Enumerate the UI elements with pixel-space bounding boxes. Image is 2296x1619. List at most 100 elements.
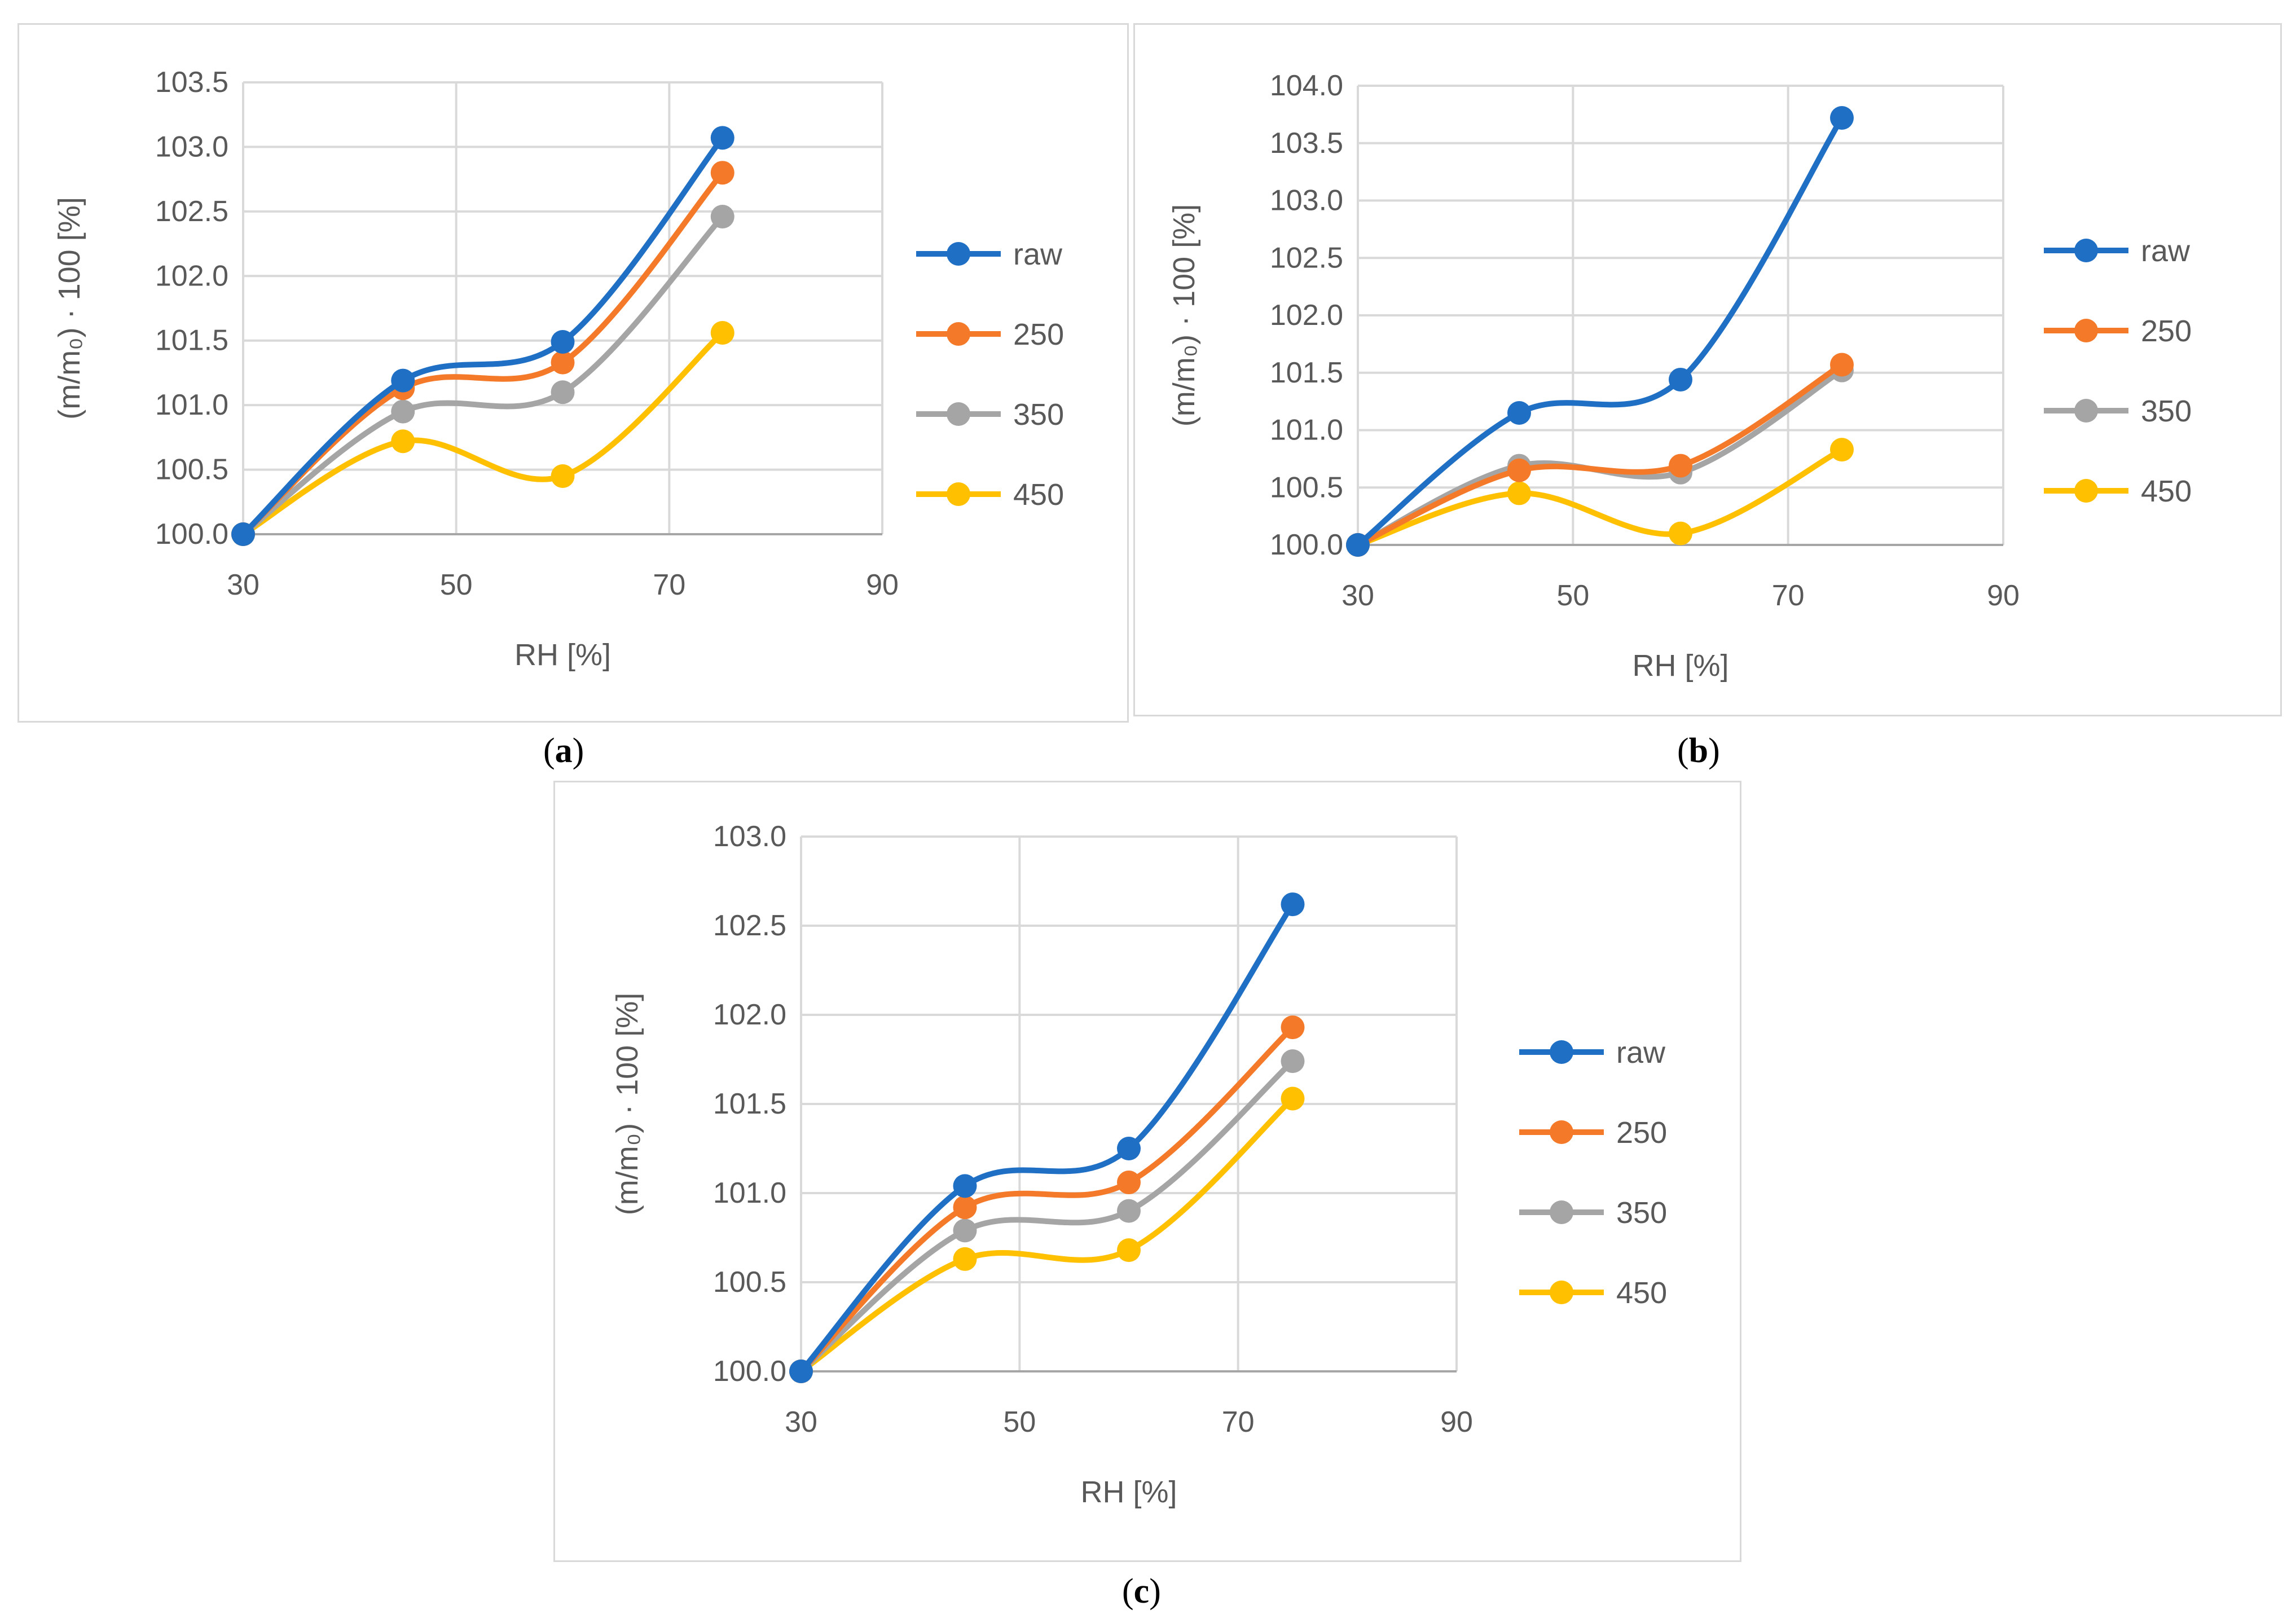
data-point-raw: [710, 126, 734, 150]
legend-item-450: 450: [2044, 474, 2192, 508]
data-point-450: [1281, 1086, 1305, 1111]
y-tick-label: 102.0: [713, 998, 786, 1031]
chart-panel-b: 100.0 100.5 101.0 101.5 102.0 102.5 103.0 103.5…: [1133, 23, 2282, 716]
data-point-450: [551, 464, 575, 489]
y-tick-label: 101.5: [155, 324, 228, 357]
legend-label: 350: [2141, 394, 2192, 428]
line-chart-a: 100.0 100.5 101.0 101.5 102.0 102.5 103.0 103.5…: [52, 66, 1064, 672]
data-point-raw: [1830, 105, 1854, 130]
x-tick-label: 90: [1440, 1406, 1473, 1438]
y-tick-label: 100.5: [155, 454, 228, 486]
y-tick-label: 103.5: [1270, 127, 1343, 160]
series-line-250: [1355, 362, 1845, 548]
legend: raw 250 350 450: [2044, 234, 2192, 508]
legend: raw 250 350 450: [1519, 1036, 1667, 1310]
line-chart-c: 100.0 100.5 101.0 101.5 102.0 102.5 103.0 30 50 7…: [610, 820, 1667, 1509]
y-tick-label: 100.0: [713, 1355, 786, 1388]
series-250: [789, 1015, 1305, 1383]
legend-marker: [947, 402, 970, 426]
data-point-raw: [551, 330, 575, 354]
y-axis-title: (m/m₀) · 100 [%]: [52, 197, 86, 419]
data-point-350: [710, 205, 734, 229]
legend-marker: [947, 322, 970, 346]
legend-marker: [2074, 239, 2098, 262]
y-tick-label: 102.5: [155, 195, 228, 228]
data-point-250: [1830, 353, 1854, 377]
legend-item-raw: raw: [916, 237, 1063, 271]
y-tick-label: 102.0: [155, 259, 228, 292]
y-tick-label: 103.0: [155, 130, 228, 163]
y-tick-label: 103.0: [1270, 184, 1343, 217]
legend-item-250: 250: [916, 318, 1064, 351]
legend-label: 450: [1616, 1276, 1667, 1310]
data-point-250: [953, 1195, 977, 1220]
legend-marker: [947, 242, 970, 266]
series-line-350: [798, 1058, 1296, 1374]
data-point-raw: [1669, 367, 1692, 391]
data-point-250: [1669, 454, 1692, 478]
x-axis-title: RH [%]: [1080, 1475, 1177, 1509]
data-point-raw: [231, 522, 255, 546]
series-line-350: [240, 214, 725, 537]
series-line-raw: [1355, 115, 1845, 548]
y-tick-label: 100.0: [1270, 529, 1343, 561]
data-point-350: [391, 399, 415, 424]
data-point-250: [1281, 1015, 1305, 1040]
data-point-raw: [1117, 1137, 1141, 1160]
legend-label: 250: [2141, 314, 2192, 348]
x-tick-label: 90: [866, 569, 899, 601]
y-tick-label: 100.0: [155, 518, 228, 551]
y-tick-label: 101.0: [155, 389, 228, 421]
x-tick-label: 70: [1772, 579, 1805, 612]
legend-marker: [1550, 1120, 1573, 1144]
gridlines: [1357, 85, 2004, 546]
series-line-450: [1355, 447, 1845, 548]
x-tick-label: 50: [1556, 579, 1589, 612]
data-point-350: [1117, 1199, 1141, 1223]
y-axis-title: (m/m₀) · 100 [%]: [610, 993, 644, 1215]
chart-panel-c: 100.0 100.5 101.0 101.5 102.0 102.5 103.0 30 50 7…: [553, 781, 1741, 1562]
legend-label: 450: [1013, 478, 1064, 512]
legend-marker: [2074, 479, 2098, 503]
legend-label: raw: [1013, 237, 1063, 271]
data-point-raw: [953, 1174, 977, 1198]
legend-marker: [1550, 1040, 1573, 1064]
y-tick-label: 101.0: [713, 1177, 786, 1209]
legend-item-450: 450: [1519, 1276, 1667, 1310]
legend-item-250: 250: [1519, 1116, 1667, 1150]
data-point-raw: [789, 1360, 813, 1383]
legend-item-350: 350: [2044, 394, 2192, 428]
data-point-450: [710, 320, 734, 345]
data-point-raw: [391, 368, 415, 393]
caption-a: (a): [543, 732, 584, 770]
legend-label: 250: [1013, 318, 1064, 351]
x-axis-title: RH [%]: [514, 638, 611, 672]
legend-label: raw: [1616, 1036, 1666, 1070]
series-line-450: [798, 1096, 1296, 1374]
series-250: [1346, 353, 1854, 557]
x-tick-label: 50: [440, 569, 473, 601]
y-tick-label: 101.5: [1270, 357, 1343, 389]
series-350: [789, 1049, 1305, 1383]
x-tick-label: 50: [1003, 1406, 1036, 1438]
y-tick-label: 101.0: [1270, 414, 1343, 447]
series-raw: [1346, 105, 1854, 557]
series-450: [231, 320, 734, 546]
chart-panel-a: 100.0 100.5 101.0 101.5 102.0 102.5 103.0 103.5…: [17, 23, 1129, 723]
data-point-350: [1281, 1049, 1305, 1074]
data-point-350: [551, 380, 575, 404]
gridlines: [242, 81, 883, 535]
data-point-450: [391, 429, 415, 454]
line-chart-b: 100.0 100.5 101.0 101.5 102.0 102.5 103.0 103.5…: [1167, 69, 2192, 683]
legend: raw 250 350 450: [916, 237, 1064, 512]
data-point-250: [1117, 1171, 1141, 1195]
y-tick-label: 103.5: [155, 66, 228, 99]
series-line-raw: [798, 901, 1296, 1374]
caption-c: (c): [1122, 1572, 1161, 1611]
data-point-raw: [1507, 401, 1531, 425]
legend-marker: [2074, 399, 2098, 423]
series-raw: [231, 126, 734, 546]
data-point-raw: [1281, 892, 1305, 917]
legend-label: 350: [1616, 1196, 1667, 1230]
series-line-250: [798, 1024, 1296, 1374]
